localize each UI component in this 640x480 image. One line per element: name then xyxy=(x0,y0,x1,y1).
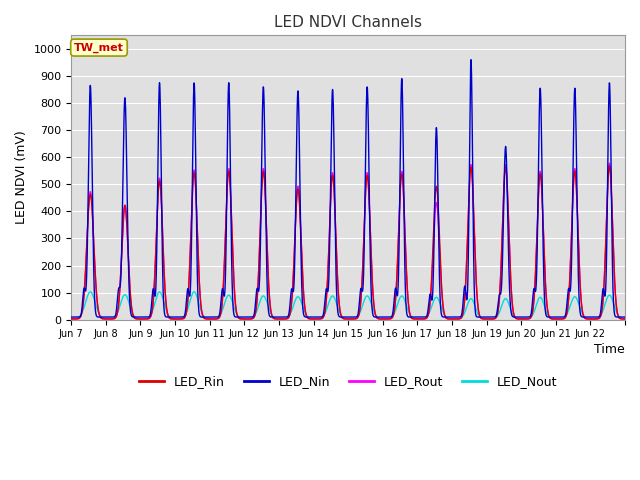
Title: LED NDVI Channels: LED NDVI Channels xyxy=(274,15,422,30)
Y-axis label: LED NDVI (mV): LED NDVI (mV) xyxy=(15,131,28,225)
Legend: LED_Rin, LED_Nin, LED_Rout, LED_Nout: LED_Rin, LED_Nin, LED_Rout, LED_Nout xyxy=(134,370,563,393)
Text: TW_met: TW_met xyxy=(74,42,124,53)
X-axis label: Time: Time xyxy=(595,343,625,356)
